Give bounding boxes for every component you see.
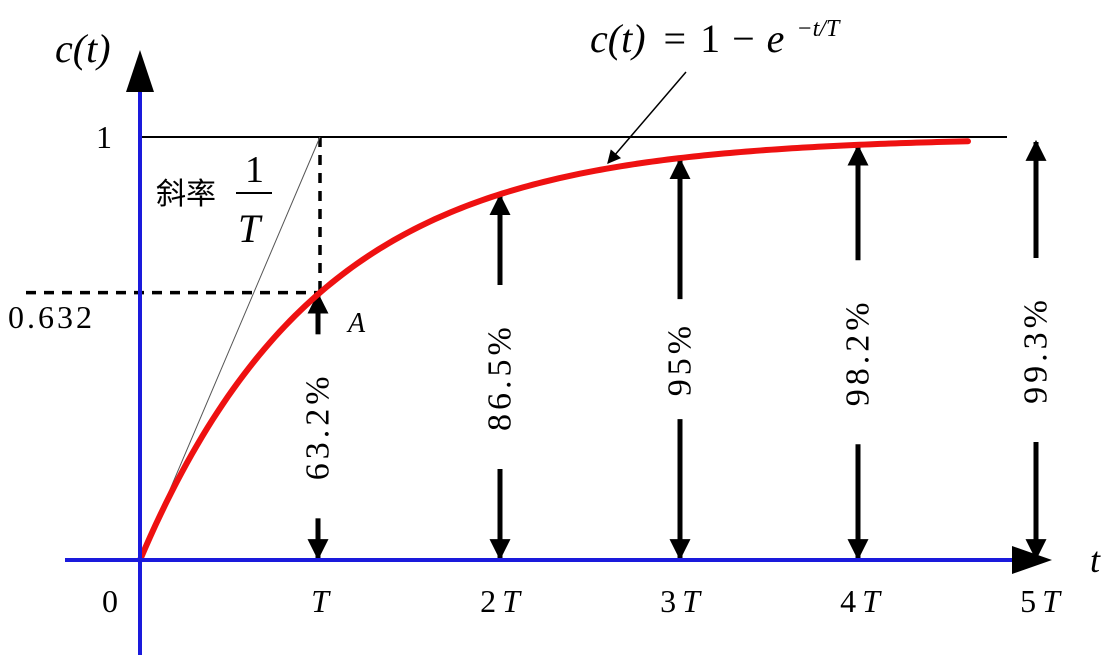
equation-minus: − xyxy=(732,16,755,61)
equation-base: e xyxy=(767,16,785,61)
percent-label: 98.2% xyxy=(840,298,877,406)
slope-text: 斜率 xyxy=(156,178,216,211)
x-axis-label: t xyxy=(1090,540,1101,580)
origin-label: 0 xyxy=(102,583,118,619)
slope-denominator: T xyxy=(238,206,263,251)
equation-lhs: c(t) xyxy=(590,16,646,61)
equation-pointer-arrow xyxy=(607,71,687,165)
response-curve xyxy=(137,138,971,563)
percent-annotations: 63.2% 86.5% 95% 98.2% 99.3% xyxy=(300,139,1055,561)
percent-label: 99.3% xyxy=(1018,296,1055,404)
equation-exponent: −t/T xyxy=(796,16,841,42)
point-a-label: A xyxy=(346,308,366,339)
x-tick-label: T xyxy=(311,583,331,619)
percent-label: 95% xyxy=(662,322,699,396)
equation-label: c(t) = 1 − e −t/T xyxy=(590,16,841,61)
y-axis-arrowhead xyxy=(126,50,154,92)
percent-label: 63.2% xyxy=(300,372,337,480)
y-tick-0632: 0.632 xyxy=(8,299,95,335)
y-axis-label: c(t) xyxy=(55,26,111,71)
slope-numerator: 1 xyxy=(245,149,264,191)
equation-one: 1 xyxy=(700,16,720,61)
equation-eq: = xyxy=(664,16,687,61)
y-tick-one: 1 xyxy=(96,119,112,155)
percent-label: 86.5% xyxy=(482,323,519,431)
slope-label: 斜率 1 T xyxy=(156,149,272,251)
x-axis-arrowhead xyxy=(1012,546,1052,574)
